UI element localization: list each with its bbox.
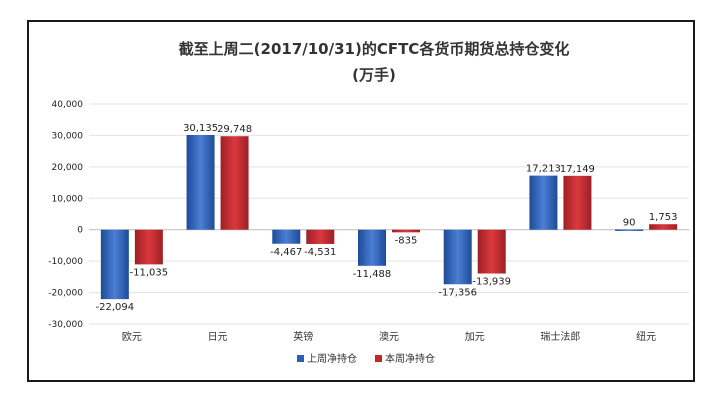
bar-this-week (477, 229, 506, 274)
bar-last-week (100, 229, 129, 300)
grid-lines (89, 103, 689, 325)
bar-last-week (529, 175, 558, 230)
x-tick-label: 澳元 (379, 330, 399, 343)
bar-this-week (134, 229, 163, 265)
data-label: -835 (395, 235, 418, 246)
legend: 上周净持仓 本周净持仓 (297, 352, 435, 365)
y-tick-label: 10,000 (52, 194, 84, 204)
chart-title: 截至上周二(2017/10/31)的CFTC各货币期货总持仓变化 (179, 40, 570, 58)
data-label: 90 (623, 217, 636, 228)
data-label: 29,748 (217, 124, 252, 135)
x-axis: 欧元 日元 英镑 澳元 加元 瑞士法郎 纽元 (122, 330, 656, 343)
bar-this-week (649, 224, 678, 230)
data-label: -22,094 (96, 302, 135, 313)
x-tick-label: 瑞士法郎 (540, 330, 580, 343)
bar-last-week (358, 229, 386, 266)
y-tick-label: 20,000 (52, 163, 84, 173)
legend-label: 本周净持仓 (385, 352, 435, 365)
y-axis: 40,000 30,000 20,000 10,000 0 -10,000 -20,000 -… (48, 100, 83, 330)
data-label: -17,356 (438, 287, 477, 298)
x-tick-label: 加元 (465, 331, 485, 343)
y-tick-label: -10,000 (48, 257, 83, 267)
x-tick-label: 英镑 (293, 330, 313, 343)
data-label: 1,753 (649, 212, 678, 223)
y-tick-label: 40,000 (52, 100, 84, 110)
bar-last-week (615, 229, 644, 231)
data-label: -11,035 (130, 267, 169, 278)
bars (100, 135, 678, 300)
x-tick-label: 日元 (208, 332, 228, 343)
data-label: -4,531 (304, 247, 336, 258)
x-tick-label: 纽元 (636, 330, 656, 343)
data-label: 17,213 (526, 164, 561, 175)
bar-last-week (272, 229, 301, 244)
x-tick-label: 欧元 (122, 331, 142, 343)
legend-swatch (375, 355, 382, 362)
y-tick-label: -30,000 (48, 320, 83, 330)
legend-swatch (297, 355, 304, 362)
data-labels: -22,094 -11,035 30,135 29,748 -4,467 -4,531 -1… (96, 123, 678, 313)
chart-subtitle: (万手) (352, 66, 396, 84)
data-label: 30,135 (183, 123, 218, 134)
y-tick-label: -20,000 (48, 289, 83, 299)
y-tick-label: 0 (77, 226, 83, 236)
data-label: -13,939 (472, 277, 511, 288)
bar-last-week (443, 229, 472, 285)
bar-last-week (186, 135, 215, 230)
bar-this-week (392, 229, 420, 233)
bar-this-week (563, 175, 592, 230)
legend-label: 上周净持仓 (307, 352, 357, 365)
bar-this-week (306, 229, 335, 244)
y-tick-label: 30,000 (52, 131, 84, 141)
chart-frame: 截至上周二(2017/10/31)的CFTC各货币期货总持仓变化 (万手) 40… (27, 20, 695, 382)
bar-this-week (220, 136, 249, 230)
bar-chart: 截至上周二(2017/10/31)的CFTC各货币期货总持仓变化 (万手) 40… (48, 40, 689, 365)
data-label: -11,488 (353, 269, 392, 280)
data-label: -4,467 (270, 247, 302, 258)
data-label: 17,149 (560, 164, 595, 175)
